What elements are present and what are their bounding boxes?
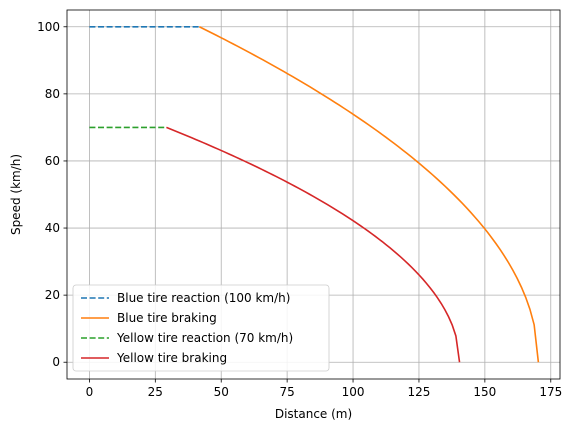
- x-tick-label: 0: [86, 385, 94, 399]
- x-tick-label: 50: [214, 385, 229, 399]
- legend-label-3: Yellow tire braking: [116, 351, 227, 365]
- x-tick-label: 75: [279, 385, 294, 399]
- x-tick-label: 100: [342, 385, 365, 399]
- series-lines: [89, 25, 540, 363]
- ticks: 0 25 50 75 100 125 150 175 0 20 40 60 80 100: [37, 20, 562, 399]
- y-tick-label: 20: [45, 288, 60, 302]
- y-tick-label: 40: [45, 221, 60, 235]
- x-tick-label: 125: [408, 385, 431, 399]
- x-tick-label: 150: [473, 385, 496, 399]
- legend-box: [72, 284, 330, 372]
- legend-label-2: Yellow tire reaction (70 km/h): [116, 331, 293, 345]
- y-tick-label: 0: [52, 355, 60, 369]
- series-line-3: [166, 126, 461, 363]
- legend-label-0: Blue tire reaction (100 km/h): [117, 291, 290, 305]
- y-tick-label: 60: [45, 154, 60, 168]
- y-tick-label: 100: [37, 20, 60, 34]
- legend: Blue tire reaction (100 km/h) Blue tire b…: [72, 284, 330, 372]
- x-tick-label: 25: [148, 385, 163, 399]
- y-tick-label: 80: [45, 87, 60, 101]
- legend-label-1: Blue tire braking: [117, 311, 217, 325]
- x-axis-label: Distance (m): [275, 407, 352, 421]
- x-tick-label: 175: [539, 385, 562, 399]
- plot-frame: [66, 9, 561, 380]
- y-axis-label: Speed (km/h): [9, 154, 23, 235]
- series-line-1: [198, 26, 540, 363]
